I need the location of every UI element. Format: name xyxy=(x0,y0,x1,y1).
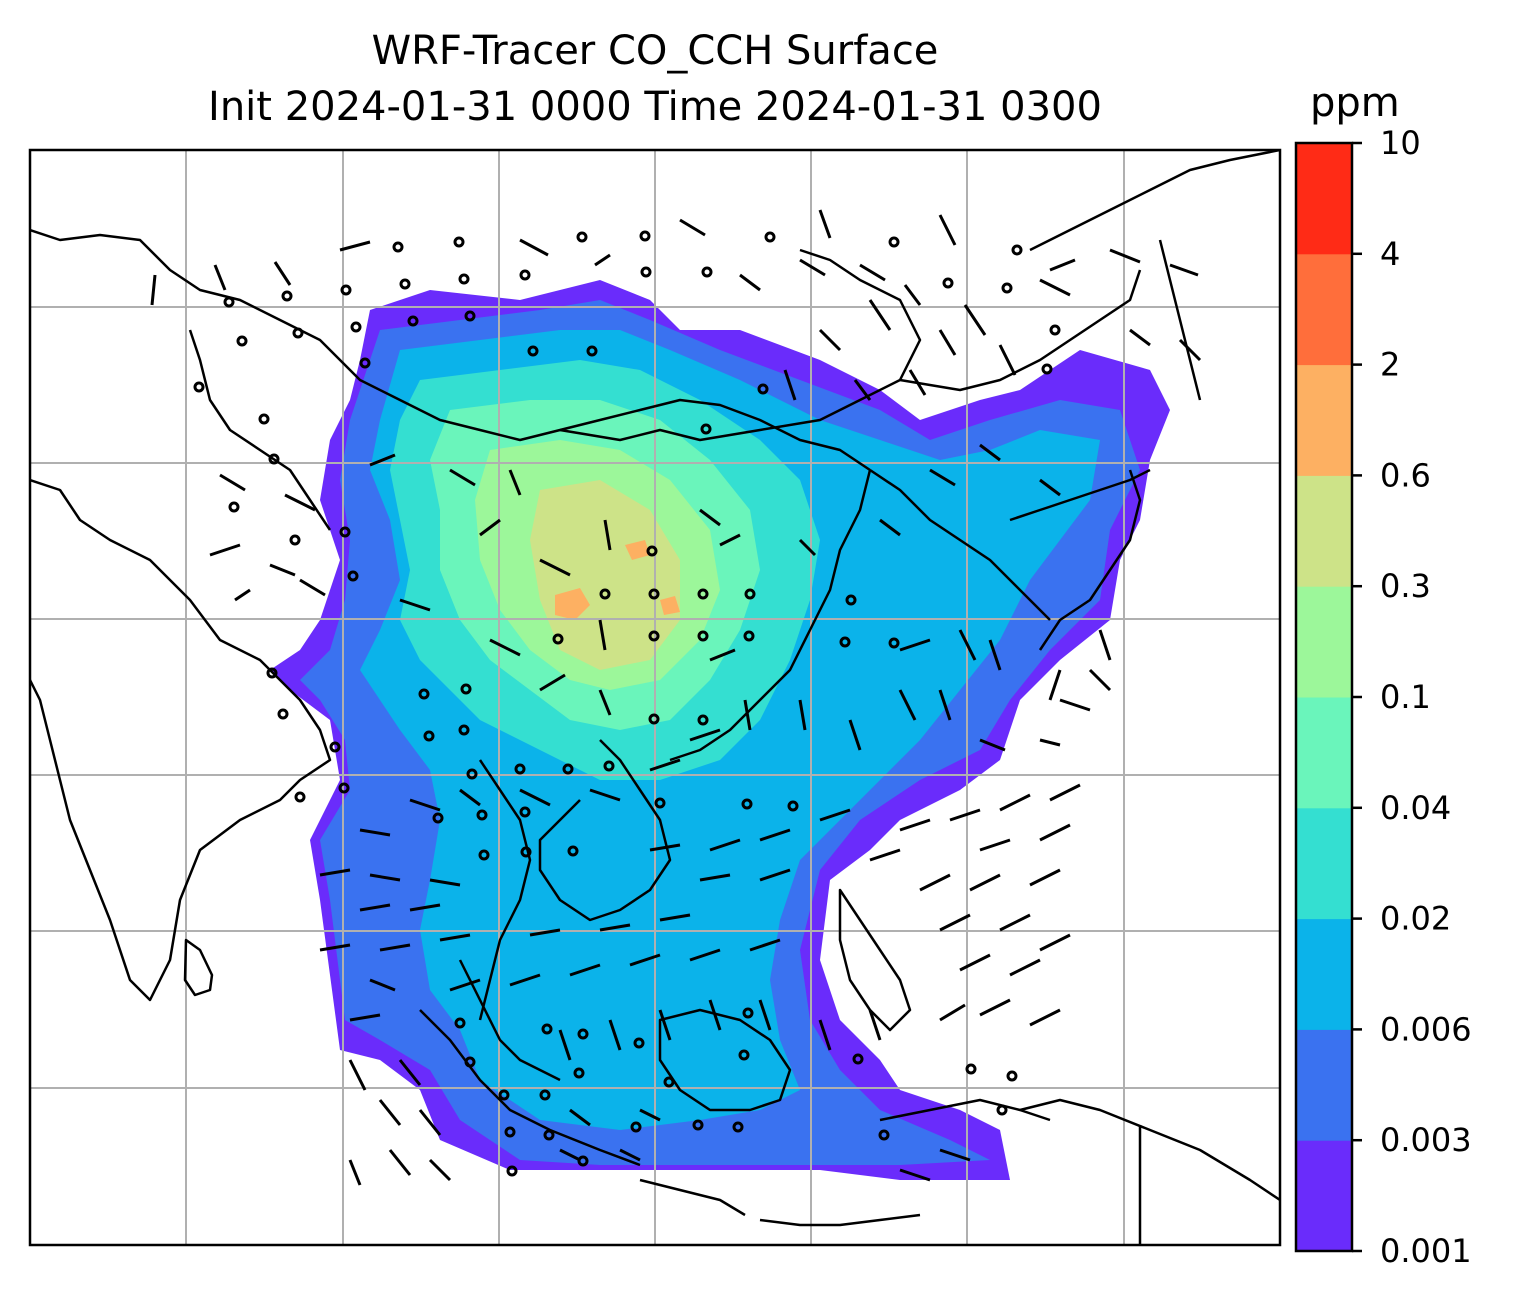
colorbar-tick-label: 0.1 xyxy=(1380,678,1431,716)
colorbar-segment xyxy=(1296,586,1352,698)
colorbar-tick-label: 4 xyxy=(1380,235,1400,273)
map-frame xyxy=(28,148,1282,1247)
field-level-7 xyxy=(530,480,680,670)
colorbar-segment xyxy=(1296,253,1352,366)
calm-wind-circles xyxy=(193,230,1061,1177)
colorbar-tick-label: 0.001 xyxy=(1380,1232,1472,1270)
colorbar-segment xyxy=(1296,697,1352,809)
colorbar-segment xyxy=(1296,1029,1352,1141)
colorbar-tick-label: 0.6 xyxy=(1380,456,1431,494)
wind-barbs xyxy=(150,209,1202,1186)
colorbar-segment xyxy=(1296,807,1352,920)
colorbar-tick-label: 0.003 xyxy=(1380,1121,1472,1159)
colorbar-ticks: 0.001 0.003 0.006 0.02 0.04 0.1 0.3 0.6 2 4 10 xyxy=(1352,124,1472,1270)
colorbar-segment xyxy=(1296,475,1352,587)
colorbar-segment xyxy=(1296,1140,1352,1252)
map-panel xyxy=(30,150,1280,1245)
coastlines xyxy=(30,150,1280,1245)
map-gridlines xyxy=(30,150,1280,1245)
colorbar-segment xyxy=(1296,143,1352,255)
colorbar-unit-label: ppm xyxy=(1310,80,1400,126)
field-level-8 xyxy=(555,540,680,620)
colorbar-tick-label: 0.02 xyxy=(1380,900,1451,938)
map-title-line2: Init 2024-01-31 0000 Time 2024-01-31 030… xyxy=(208,84,1102,130)
colorbar-segment xyxy=(1296,918,1352,1030)
colorbar-tick-label: 0.04 xyxy=(1380,789,1451,827)
map-title-line1: WRF-Tracer CO_CCH Surface xyxy=(371,28,939,74)
colorbar-segment xyxy=(1296,364,1352,476)
colorbar-tick-label: 0.006 xyxy=(1380,1010,1472,1048)
colorbar-tick-label: 0.3 xyxy=(1380,567,1431,605)
colorbar-tick-label: 10 xyxy=(1380,124,1421,162)
colorbar-tick-label: 2 xyxy=(1380,346,1400,384)
colorbar xyxy=(1294,141,1354,1253)
